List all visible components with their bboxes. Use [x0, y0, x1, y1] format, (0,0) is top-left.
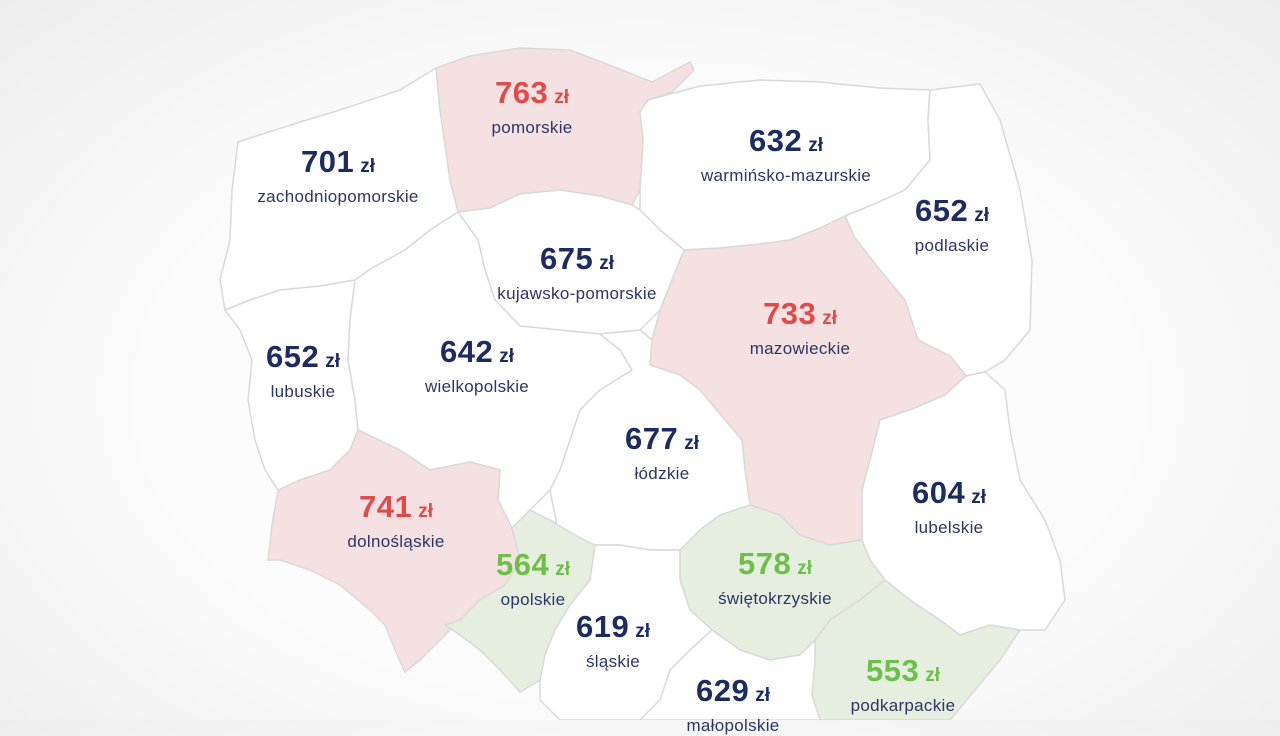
name-pomorskie: pomorskie: [491, 118, 573, 137]
name-lubelskie: lubelskie: [914, 518, 984, 537]
name-dolnoslaskie: dolnośląskie: [347, 532, 445, 551]
currency-swietokrzyskie: zł: [797, 558, 812, 579]
value-lubuskie: 652: [265, 339, 320, 374]
label-malopolskie: 629 zł małopolskie: [686, 674, 779, 736]
value-wielkopolskie: 642: [439, 334, 494, 369]
value-podkarpackie: 553: [865, 653, 920, 688]
currency-malopolskie: zł: [755, 685, 771, 706]
name-lodzkie: łódzkie: [634, 464, 690, 483]
currency-podlaskie: zł: [974, 205, 989, 226]
label-swietokrzyskie: 578 zł świętokrzyskie: [718, 547, 832, 609]
region-opolskie[interactable]: [444, 509, 596, 693]
name-kujawsko: kujawsko-pomorskie: [497, 284, 657, 303]
currency-dolnoslaskie: zł: [418, 501, 434, 522]
value-malopolskie: 629: [695, 673, 750, 708]
label-slaskie: 619 zł śląskie: [576, 610, 650, 672]
label-opolskie: 564 zł opolskie: [496, 548, 570, 610]
region-malopolskie[interactable]: [639, 629, 821, 720]
label-kujawsko: 675 zł kujawsko-pomorskie: [497, 242, 656, 304]
label-dolnoslaskie: 741 zł dolnośląskie: [347, 490, 444, 552]
value-mazowieckie: 733: [762, 296, 817, 331]
value-warminsko: 632: [748, 123, 803, 158]
name-podlaskie: podlaskie: [914, 236, 990, 255]
value-swietokrzyskie: 578: [737, 546, 792, 581]
label-podkarpackie: 553 zł podkarpackie: [851, 654, 956, 716]
value-dolnoslaskie: 741: [358, 489, 413, 524]
currency-pomorskie: zł: [554, 87, 569, 108]
name-opolskie: opolskie: [500, 590, 566, 609]
name-malopolskie: małopolskie: [686, 716, 780, 735]
region-podkarpackie[interactable]: [811, 579, 1021, 720]
label-pomorskie: 763 zł pomorskie: [491, 76, 572, 138]
currency-lubuskie: zł: [325, 351, 341, 372]
value-kujawsko: 675: [539, 241, 594, 276]
name-slaskie: śląskie: [585, 652, 641, 671]
label-mazowieckie: 733 zł mazowieckie: [750, 297, 851, 359]
name-zachodniopomorskie: zachodniopomorskie: [257, 187, 419, 206]
currency-kujawsko: zł: [599, 253, 614, 274]
poland-map: [219, 47, 1066, 720]
value-opolskie: 564: [495, 547, 550, 582]
currency-mazowieckie: zł: [822, 308, 837, 329]
name-podkarpackie: podkarpackie: [850, 696, 956, 715]
name-lubuskie: lubuskie: [270, 382, 336, 401]
currency-warminsko: zł: [808, 135, 824, 156]
value-podlaskie: 652: [914, 193, 969, 228]
name-warminsko: warmińsko-mazurskie: [700, 166, 872, 185]
currency-lubelskie: zł: [971, 487, 987, 508]
currency-podkarpackie: zł: [925, 665, 941, 686]
currency-opolskie: zł: [555, 559, 571, 580]
currency-zachodniopomorskie: zł: [360, 156, 376, 177]
value-lodzkie: 677: [624, 421, 679, 456]
value-pomorskie: 763: [494, 75, 549, 110]
label-lubuskie: 652 zł lubuskie: [266, 340, 340, 402]
currency-slaskie: zł: [635, 621, 651, 642]
label-warminsko: 632 zł warmińsko-mazurskie: [701, 124, 871, 186]
name-mazowieckie: mazowieckie: [749, 339, 851, 358]
label-zachodniopomorskie: 701 zł zachodniopomorskie: [257, 145, 418, 207]
label-wielkopolskie: 642 zł wielkopolskie: [425, 335, 529, 397]
value-zachodniopomorskie: 701: [300, 144, 355, 179]
label-lodzkie: 677 zł łódzkie: [625, 422, 699, 484]
currency-lodzkie: zł: [684, 433, 700, 454]
value-slaskie: 619: [575, 609, 630, 644]
label-podlaskie: 652 zł podlaskie: [915, 194, 990, 256]
name-swietokrzyskie: świętokrzyskie: [718, 589, 832, 608]
value-lubelskie: 604: [911, 475, 966, 510]
currency-wielkopolskie: zł: [499, 346, 514, 367]
name-wielkopolskie: wielkopolskie: [424, 377, 530, 396]
label-lubelskie: 604 zł lubelskie: [912, 476, 986, 538]
